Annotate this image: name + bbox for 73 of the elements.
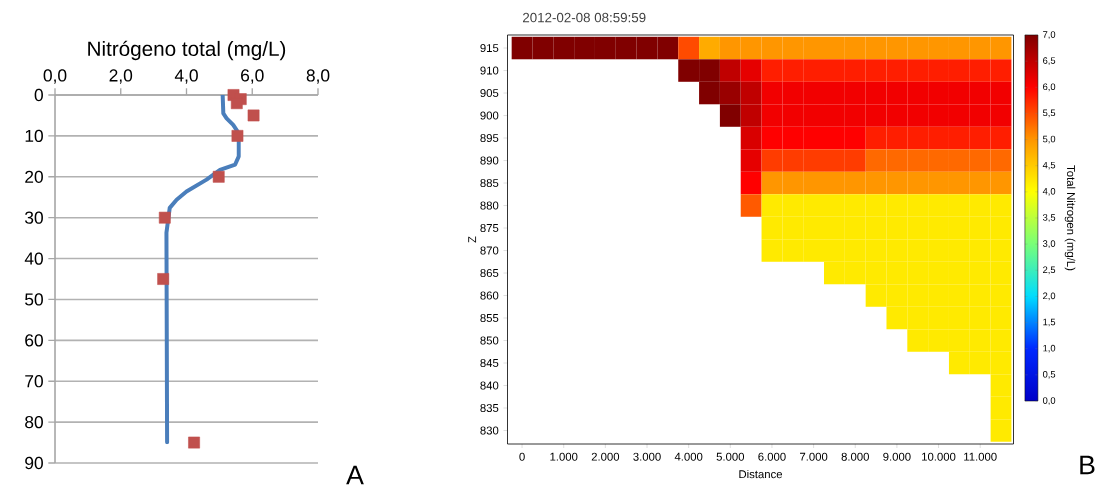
color-bar-label: 1,5	[1043, 318, 1056, 327]
x-tick-label: 7.000	[800, 452, 828, 461]
y-tick-label: 880	[480, 201, 499, 210]
y-tick-label: 845	[480, 359, 499, 368]
color-bar-label: 5,5	[1042, 109, 1056, 118]
color-bar-label: 3,0	[1042, 240, 1056, 248]
y-tick-label: 830	[480, 426, 499, 435]
color-bar-label: 4,0	[1042, 188, 1056, 196]
x-axis-title: Distance	[739, 469, 783, 479]
color-bar-label: 0,0	[1042, 397, 1056, 405]
color-bar-label: 5,0	[1042, 135, 1056, 144]
y-tick-label: 90	[25, 456, 43, 470]
x-tick-label: 9.000	[883, 452, 911, 461]
y-tick-label: 895	[480, 134, 499, 143]
point	[212, 170, 225, 183]
x-tick-label: 11.000	[964, 452, 997, 461]
y-tick-label: 80	[25, 415, 43, 429]
x-tick-label: 2.000	[591, 452, 620, 461]
y-tick-label: 840	[480, 381, 499, 390]
point	[188, 436, 200, 449]
x-tick-label: 8,0	[306, 69, 330, 84]
color-bar-label: 3,5	[1042, 214, 1056, 222]
y-tick-label: 875	[480, 224, 499, 233]
point	[231, 130, 244, 142]
y-tick-label: 0	[34, 88, 43, 102]
x-tick-label: 4,0	[174, 69, 198, 84]
y-tick-label: 860	[480, 291, 499, 300]
x-tick-label: 1.000	[550, 452, 578, 461]
x-tick-label: 3.000	[633, 452, 661, 461]
y-axis-title: Z	[468, 236, 477, 243]
y-tick-label: 835	[480, 404, 499, 413]
color-bar-title: Total Nitrogen (mg/L)	[1064, 165, 1076, 271]
y-tick-label: 915	[480, 44, 499, 53]
color-bar-label: 2,5	[1043, 266, 1056, 275]
y-tick-label: 30	[25, 211, 43, 224]
y-tick-label: 890	[480, 156, 499, 165]
y-tick-label: 50	[25, 293, 43, 306]
point	[158, 211, 171, 224]
y-tick-label: 855	[480, 314, 499, 323]
x-tick-label: 4.000	[674, 452, 703, 461]
y-tick-label: 20	[25, 170, 43, 183]
x-tick-label: 8.000	[841, 452, 869, 461]
y-tick-label: 865	[480, 269, 499, 278]
y-tick-label: 900	[480, 111, 499, 120]
color-bar-label: 4,5	[1042, 161, 1056, 170]
text: B	[1080, 455, 1095, 475]
chart-title: 2012-02-08 08:59:59	[523, 12, 646, 23]
point	[247, 109, 260, 122]
x-tick-label: 0,0	[43, 69, 67, 84]
y-tick-label: 70	[25, 375, 43, 388]
y-tick-label: 870	[480, 246, 499, 255]
x-tick-label: 6.000	[758, 452, 786, 461]
color-bar-label: 7,0	[1043, 31, 1056, 39]
y-tick-label: 910	[480, 66, 499, 75]
x-tick-label: 2,0	[109, 69, 133, 84]
color-bar-label: 6,5	[1043, 57, 1056, 65]
y-tick-label: 905	[480, 89, 499, 98]
text: A	[346, 465, 364, 485]
color-bar-label: 6,0	[1043, 83, 1056, 92]
color-bar-label: 1,0	[1043, 344, 1056, 353]
x-axis-title: Nitrógeno total (mg/L)	[88, 40, 286, 61]
y-tick-label: 10	[25, 129, 43, 143]
y-tick-label: 850	[480, 336, 499, 345]
point	[157, 273, 170, 285]
y-tick-label: 40	[24, 252, 43, 265]
color-bar-label: 2,0	[1043, 292, 1056, 301]
color-bar-label: 0,5	[1042, 371, 1056, 379]
y-tick-label: 60	[25, 334, 43, 347]
x-tick-label: 10.000	[922, 452, 956, 461]
x-tick-label: 0	[519, 452, 525, 461]
x-tick-label: 6,0	[241, 69, 264, 84]
y-tick-label: 885	[480, 179, 499, 188]
x-tick-label: 5.000	[716, 452, 745, 461]
